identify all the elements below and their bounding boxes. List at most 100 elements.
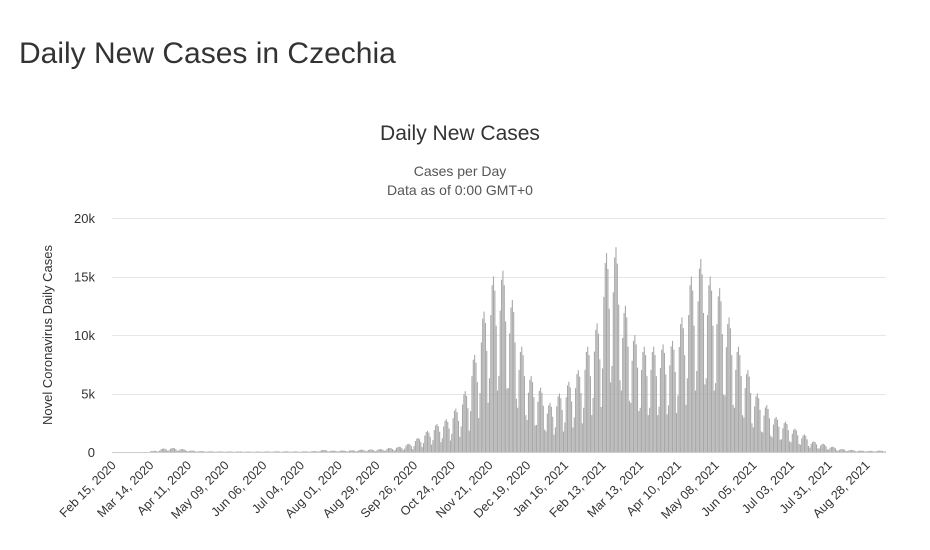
daily-case-bar [391,449,394,452]
daily-case-bar [190,450,192,452]
daily-case-bar [840,449,842,452]
daily-case-bar [576,374,578,452]
daily-case-bar [565,397,567,452]
daily-case-bar [321,450,324,452]
daily-case-bar [723,394,725,452]
daily-case-bar [686,378,688,452]
daily-case-bar [513,312,515,452]
daily-case-bar [496,390,499,452]
daily-case-bar [151,451,153,452]
daily-case-bar [676,413,678,452]
daily-case-bar [747,370,749,452]
daily-case-bar [806,439,808,452]
y-tick-label: 5k [81,387,95,402]
daily-case-bar [416,438,418,452]
daily-case-bar [285,451,287,452]
daily-case-bar [503,285,505,452]
daily-case-bar [474,354,476,452]
daily-case-bar [414,441,416,452]
daily-case-bar [754,406,756,452]
daily-case-bar [296,451,298,453]
daily-case-bar [510,307,512,452]
daily-case-bar [186,450,188,452]
daily-case-bar [861,450,863,452]
daily-case-bar [361,449,363,452]
daily-case-bar [830,447,832,452]
daily-case-bar [426,430,429,452]
daily-case-bar [292,451,294,453]
daily-case-bar [519,351,521,452]
daily-case-bar [661,349,663,452]
daily-case-bar [237,451,239,453]
daily-case-bar [542,405,544,452]
daily-case-bar [592,397,594,452]
daily-case-bar [552,416,554,452]
daily-case-bar [488,378,490,452]
daily-case-bar [398,446,400,452]
daily-case-bar [382,449,384,452]
daily-case-bar [196,451,198,453]
daily-case-bar [701,274,703,452]
daily-case-bar [877,450,880,452]
daily-case-bar [165,449,167,452]
daily-case-bar [475,362,477,452]
daily-case-bar [752,427,754,452]
daily-case-bar [674,371,676,452]
daily-case-bar [168,450,170,452]
daily-case-bar [499,310,501,452]
daily-case-bar [844,449,846,452]
daily-case-bar [814,442,816,452]
daily-case-bar [805,435,807,452]
daily-case-bar [277,451,279,452]
daily-case-bar [346,451,348,453]
daily-case-bar [853,450,855,452]
daily-case-bar [636,367,639,452]
daily-case-bar [164,448,166,452]
daily-case-bar [737,346,740,452]
daily-case-bar [211,451,213,452]
daily-case-bar [599,359,601,452]
daily-case-bar [522,355,524,452]
daily-case-bar [195,451,197,453]
daily-case-bar [221,451,223,453]
daily-case-bar [266,451,268,453]
daily-case-bar [572,427,574,452]
daily-case-bar [397,447,399,452]
daily-case-bar [187,451,189,453]
daily-case-bar [601,368,604,452]
daily-case-bar [239,451,241,453]
daily-case-bar [526,420,528,452]
daily-case-bar [331,450,333,452]
daily-case-bar [466,396,468,452]
daily-case-bar [480,342,482,452]
daily-case-bar [834,448,836,452]
daily-case-bar [177,450,180,452]
daily-case-bar [246,451,248,453]
daily-case-bar [529,379,531,452]
daily-case-bar [677,395,679,452]
daily-case-bar [608,308,610,452]
daily-case-bar [612,292,614,452]
daily-case-bar [867,451,869,452]
daily-case-bar [265,451,267,453]
daily-case-bar [495,325,497,452]
daily-case-bar [523,376,525,452]
daily-case-bar [155,450,157,452]
daily-case-bar [845,450,847,452]
daily-case-bar [293,451,295,453]
daily-case-bar [452,418,454,452]
daily-case-bar [169,448,171,452]
daily-case-bar [817,448,819,452]
daily-case-bar [385,450,387,452]
daily-case-bar [218,451,220,453]
daily-case-bar [627,346,629,452]
daily-case-bar [662,344,664,452]
daily-case-bar [708,285,710,452]
daily-case-bar [334,450,336,452]
daily-case-bar [615,247,617,452]
daily-case-bar [618,304,620,452]
daily-case-bar [719,288,721,452]
daily-case-bar [534,425,536,452]
daily-case-bar [713,390,715,452]
